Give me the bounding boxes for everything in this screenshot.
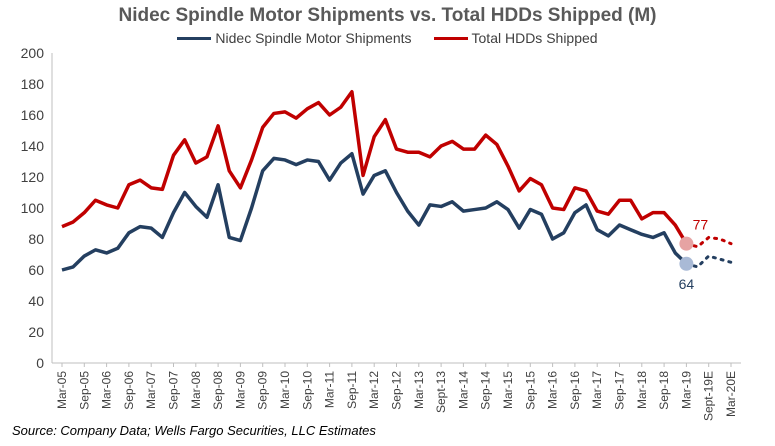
y-tick-label: 160 <box>21 107 45 123</box>
x-tick-label: Mar-06 <box>100 371 114 409</box>
x-tick-label: Mar-20E <box>724 371 738 417</box>
x-tick-label: Mar-11 <box>323 371 337 408</box>
x-tick-label: Sept-19E <box>702 371 716 421</box>
x-tick-label: Sep-16 <box>568 371 582 410</box>
x-tick-label: Mar-13 <box>412 371 426 409</box>
series-projection-1 <box>684 235 733 249</box>
y-tick-label: 100 <box>21 200 45 216</box>
x-tick-label: Sep-06 <box>122 371 136 410</box>
legend-label-nidec: Nidec Spindle Motor Shipments <box>215 30 412 46</box>
chart-legend: Nidec Spindle Motor Shipments Total HDDs… <box>0 30 775 46</box>
y-tick-label: 20 <box>28 324 44 340</box>
x-tick-label: Mar-14 <box>456 371 470 409</box>
x-tick-label: Sep-11 <box>345 371 359 409</box>
x-tick-label: Sep-12 <box>390 371 404 410</box>
legend-swatch-hdd <box>433 36 468 40</box>
x-tick-label: Sep-18 <box>657 371 671 410</box>
y-tick-label: 40 <box>28 293 44 309</box>
y-tick-label: 140 <box>21 138 45 154</box>
y-tick-label: 200 <box>21 45 45 61</box>
legend-swatch-nidec <box>177 36 212 40</box>
x-tick-label: Mar-19 <box>679 371 693 409</box>
series-line-1 <box>61 90 688 245</box>
x-tick-label: Sept-13 <box>434 371 448 413</box>
y-tick-label: 180 <box>21 76 45 92</box>
x-tick-label: Sep-07 <box>167 371 181 410</box>
source-note: Source: Company Data; Wells Fargo Securi… <box>12 423 376 438</box>
x-tick-label: Sep-15 <box>523 371 537 410</box>
x-tick-label: Mar-10 <box>278 371 292 409</box>
endpoint-label-0: 64 <box>679 276 695 292</box>
endpoint-marker-1 <box>679 236 694 251</box>
x-tick-label: Mar-05 <box>55 371 69 409</box>
series-projection-0 <box>684 254 733 269</box>
y-tick-label: 60 <box>28 262 44 278</box>
x-tick-label: Mar-18 <box>635 371 649 409</box>
endpoint-marker-0 <box>679 256 694 271</box>
x-tick-label: Sep-14 <box>479 371 493 410</box>
x-tick-label: Mar-09 <box>233 371 247 409</box>
y-tick-label: 0 <box>36 355 44 371</box>
y-tick-label: 120 <box>21 169 45 185</box>
legend-item-nidec: Nidec Spindle Motor Shipments <box>177 30 412 46</box>
x-tick-label: Sep-17 <box>613 371 627 410</box>
x-tick-label: Mar-17 <box>590 371 604 409</box>
x-tick-label: Mar-16 <box>546 371 560 409</box>
x-tick-label: Sep-05 <box>77 371 91 410</box>
x-tick-label: Sep-08 <box>211 371 225 410</box>
endpoint-label-1: 77 <box>693 217 709 233</box>
legend-label-hdd: Total HDDs Shipped <box>471 30 598 46</box>
x-tick-label: Sep-10 <box>300 371 314 410</box>
legend-item-hdd: Total HDDs Shipped <box>433 30 598 46</box>
x-tick-label: Sep-09 <box>256 371 270 410</box>
chart-title: Nidec Spindle Motor Shipments vs. Total … <box>118 5 657 26</box>
x-tick-label: Mar-08 <box>189 371 203 409</box>
x-tick-label: Mar-07 <box>144 371 158 409</box>
x-tick-label: Mar-12 <box>367 371 381 409</box>
series-line-0 <box>61 152 688 272</box>
y-tick-label: 80 <box>28 231 44 247</box>
x-tick-label: Mar-15 <box>501 371 515 409</box>
